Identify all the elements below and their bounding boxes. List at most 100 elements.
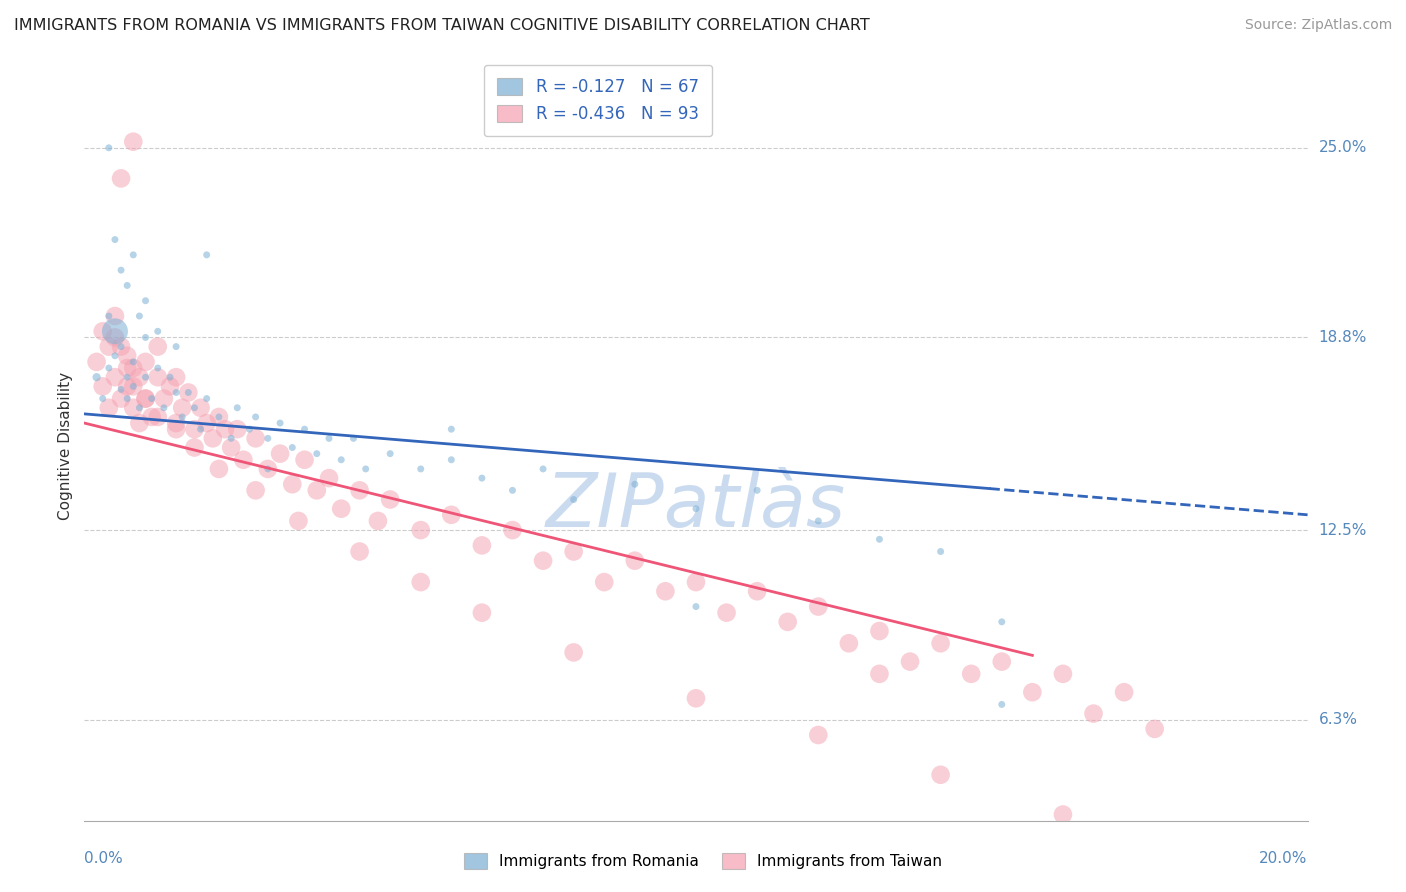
Point <box>294 422 316 436</box>
Point <box>257 431 280 445</box>
Legend: R = -0.127   N = 67, R = -0.436   N = 93: R = -0.127 N = 67, R = -0.436 N = 93 <box>484 65 711 136</box>
Point <box>219 441 242 455</box>
Point <box>1143 722 1166 736</box>
Point <box>183 422 205 436</box>
Text: 25.0%: 25.0% <box>1319 140 1367 155</box>
Point <box>367 514 389 528</box>
Point <box>122 135 145 149</box>
Text: 0.0%: 0.0% <box>84 851 124 866</box>
Point <box>869 624 891 638</box>
Point <box>502 523 524 537</box>
Point <box>190 422 212 436</box>
Point <box>776 615 799 629</box>
Point <box>115 370 138 384</box>
Point <box>960 666 983 681</box>
Point <box>195 416 218 430</box>
Point <box>115 379 138 393</box>
Point <box>115 361 138 376</box>
Point <box>807 728 830 742</box>
Point <box>654 584 676 599</box>
Text: 18.8%: 18.8% <box>1319 330 1367 345</box>
Point <box>747 584 769 599</box>
Point <box>869 533 891 547</box>
Legend: Immigrants from Romania, Immigrants from Taiwan: Immigrants from Romania, Immigrants from… <box>458 847 948 875</box>
Point <box>593 575 616 590</box>
Point <box>86 370 108 384</box>
Point <box>183 401 205 415</box>
Point <box>232 452 254 467</box>
Point <box>342 431 364 445</box>
Point <box>807 599 830 614</box>
Point <box>195 248 218 262</box>
Point <box>110 340 132 354</box>
Point <box>91 379 114 393</box>
Point <box>562 544 585 558</box>
Point <box>685 691 707 706</box>
Point <box>898 655 921 669</box>
Point <box>165 370 187 384</box>
Point <box>991 615 1014 629</box>
Point <box>104 324 127 338</box>
Point <box>245 431 267 445</box>
Point <box>219 431 242 445</box>
Point <box>929 768 952 782</box>
Point <box>141 392 163 406</box>
Point <box>135 293 157 308</box>
Point <box>146 340 169 354</box>
Point <box>1143 838 1166 852</box>
Point <box>135 392 157 406</box>
Point <box>991 698 1014 712</box>
Point <box>471 606 494 620</box>
Point <box>281 441 304 455</box>
Point <box>122 379 145 393</box>
Point <box>245 409 267 424</box>
Point <box>238 422 260 436</box>
Point <box>208 409 231 424</box>
Point <box>97 340 120 354</box>
Point <box>929 636 952 650</box>
Point <box>281 477 304 491</box>
Point <box>624 554 647 568</box>
Point <box>115 349 138 363</box>
Point <box>135 370 157 384</box>
Text: Source: ZipAtlas.com: Source: ZipAtlas.com <box>1244 18 1392 32</box>
Point <box>135 392 157 406</box>
Point <box>208 462 231 476</box>
Point <box>287 514 309 528</box>
Point <box>153 392 176 406</box>
Point <box>104 233 127 247</box>
Text: 12.5%: 12.5% <box>1319 523 1367 538</box>
Point <box>128 401 150 415</box>
Point <box>135 330 157 344</box>
Point <box>269 447 291 461</box>
Point <box>349 483 371 498</box>
Point <box>177 385 200 400</box>
Point <box>159 370 181 384</box>
Point <box>208 409 231 424</box>
Point <box>1083 706 1105 721</box>
Point <box>104 349 127 363</box>
Point <box>104 330 127 344</box>
Point <box>531 462 554 476</box>
Point <box>269 416 291 430</box>
Point <box>165 340 187 354</box>
Point <box>1114 685 1136 699</box>
Point <box>257 462 280 476</box>
Point <box>562 645 585 659</box>
Point <box>146 324 169 338</box>
Point <box>141 409 163 424</box>
Point <box>153 401 176 415</box>
Text: IMMIGRANTS FROM ROMANIA VS IMMIGRANTS FROM TAIWAN COGNITIVE DISABILITY CORRELATI: IMMIGRANTS FROM ROMANIA VS IMMIGRANTS FR… <box>14 18 870 33</box>
Point <box>257 462 280 476</box>
Point <box>929 544 952 558</box>
Point <box>97 309 120 323</box>
Point <box>122 401 145 415</box>
Point <box>502 483 524 498</box>
Point <box>440 452 463 467</box>
Point <box>747 483 769 498</box>
Point <box>471 538 494 552</box>
Point <box>330 452 353 467</box>
Point <box>91 392 114 406</box>
Point <box>318 431 340 445</box>
Point <box>685 501 707 516</box>
